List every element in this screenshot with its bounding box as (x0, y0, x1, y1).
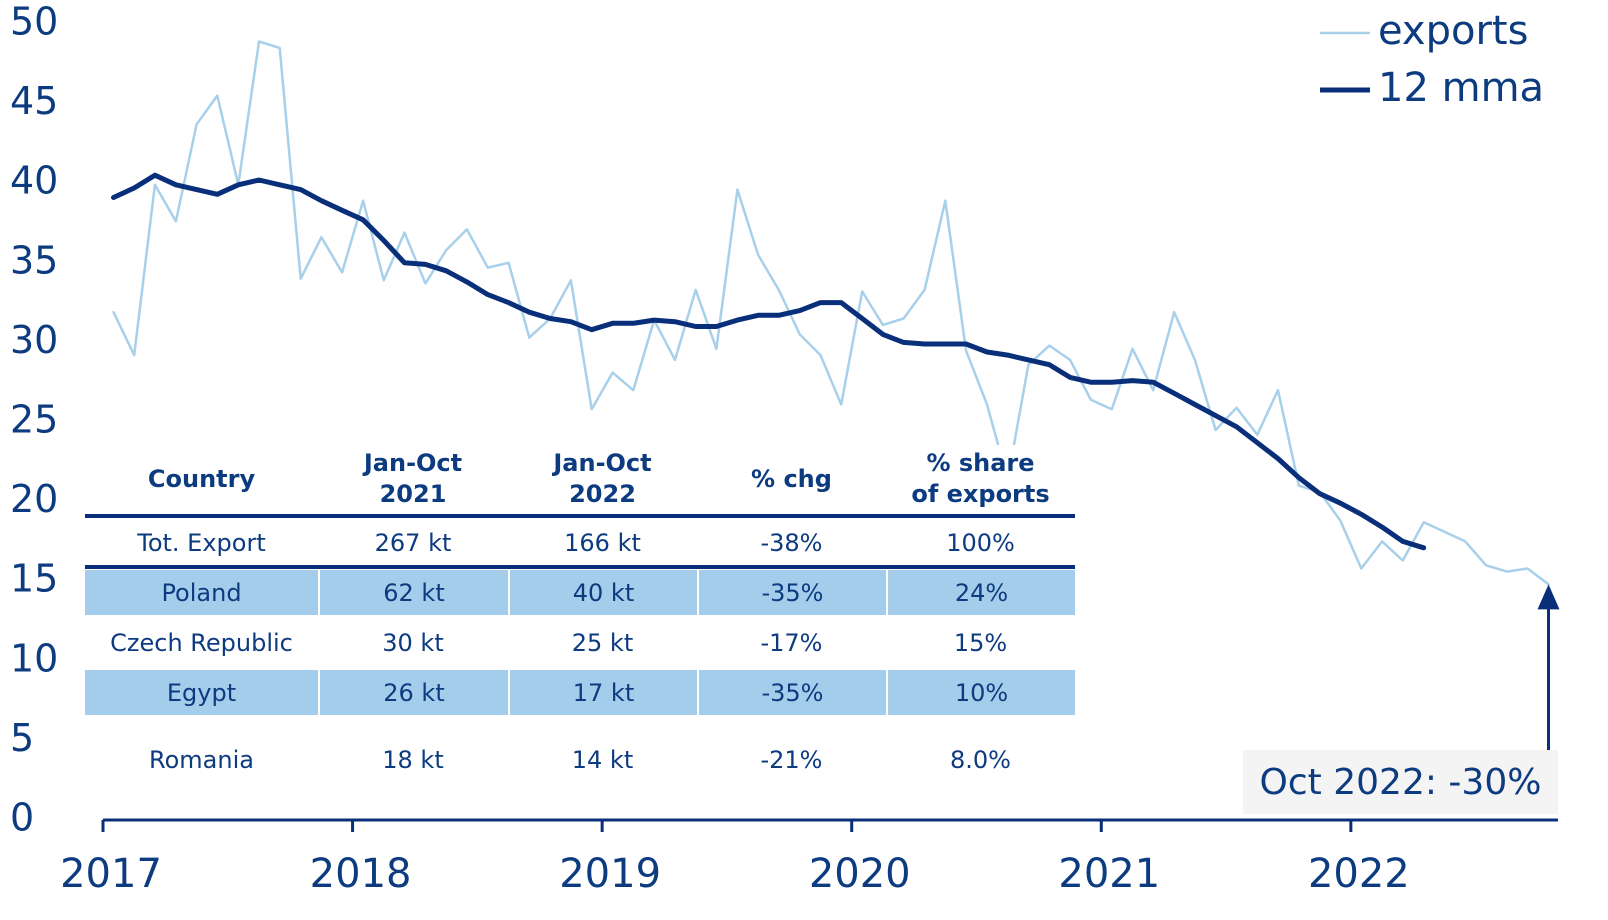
x-tick-label: 2021 (1058, 851, 1160, 897)
table-cell: 17 kt (508, 670, 697, 715)
y-tick-label: 20 (10, 477, 58, 521)
y-tick-label: 50 (10, 0, 58, 44)
table-cell: 24% (886, 570, 1075, 615)
table-cell: 40 kt (508, 570, 697, 615)
y-tick-label: 10 (10, 636, 58, 680)
table-cell: -35% (697, 570, 886, 615)
table-cell: 8.0% (950, 746, 1011, 774)
table-cell: -17% (760, 628, 823, 657)
line-series (112, 40, 1550, 586)
column-header: % share of exports (911, 449, 1050, 508)
y-tick-label: 35 (10, 238, 58, 282)
y-tick-label: 25 (10, 398, 58, 442)
table-cell: 10% (886, 670, 1075, 715)
header-rule (85, 514, 1075, 518)
table-cell: Poland (85, 570, 318, 615)
table-cell: 166 kt (564, 528, 641, 557)
y-tick-label: 5 (10, 716, 34, 760)
annotation-arrowhead (1537, 584, 1560, 610)
total-rule (85, 565, 1075, 569)
x-tick-label: 2022 (1308, 851, 1410, 897)
x-tick-label: 2019 (559, 851, 661, 897)
table-cell: -38% (760, 528, 823, 557)
table-cell: 25 kt (571, 628, 634, 657)
table-cell: 15% (953, 628, 1008, 657)
table-cell: 30 kt (382, 628, 444, 657)
line-series (111, 172, 1427, 551)
column-header: % chg (751, 464, 832, 493)
table-cell: 62 kt (318, 570, 508, 615)
y-tick-label: 40 (10, 159, 58, 203)
table-cell: 267 kt (374, 528, 452, 557)
data-table: Country Jan-Oct 2021 Jan-Oct 2022 % chg % sh… (85, 445, 1075, 795)
x-tick-label: 2018 (310, 851, 412, 897)
y-tick-label: 0 (10, 796, 34, 840)
table-cell: -35% (697, 670, 886, 715)
column-header: Jan-Oct 2022 (553, 449, 652, 508)
table-cell: Romania (149, 746, 254, 774)
column-header: Jan-Oct 2021 (363, 449, 463, 508)
table-cell: Czech Republic (110, 628, 293, 657)
legend-label: 12 mma (1378, 65, 1544, 111)
y-tick-label: 15 (10, 557, 58, 601)
table-cell: 26 kt (318, 670, 508, 715)
table-cell: Tot. Export (137, 528, 266, 557)
table-cell: 18 kt (382, 746, 444, 774)
table-cell: 14 kt (571, 746, 634, 774)
y-tick-label: 30 (10, 318, 58, 362)
column-header: Country (147, 464, 256, 493)
x-tick-label: 2020 (809, 851, 911, 897)
legend-label: exports (1378, 8, 1528, 54)
x-tick-label: 2017 (60, 851, 162, 897)
table-cell: Egypt (85, 670, 318, 715)
y-tick-label: 45 (10, 79, 58, 123)
table-cell: 100% (946, 528, 1015, 557)
annotation: Oct 2022: -30% (1243, 750, 1558, 814)
table-cell: -21% (760, 746, 823, 774)
